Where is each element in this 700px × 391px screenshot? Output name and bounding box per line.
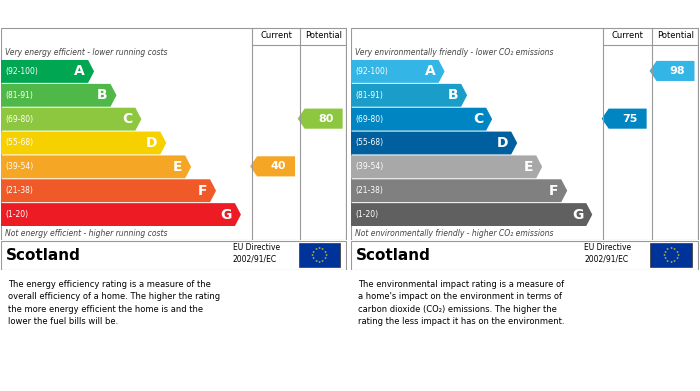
Polygon shape [298, 109, 342, 129]
Polygon shape [1, 156, 191, 178]
Polygon shape [351, 203, 592, 226]
Text: A: A [74, 65, 85, 79]
Text: (1-20): (1-20) [5, 210, 28, 219]
Polygon shape [650, 61, 694, 81]
Text: 75: 75 [622, 114, 637, 124]
Text: (69-80): (69-80) [355, 115, 383, 124]
Bar [650, 243, 692, 267]
Polygon shape [351, 60, 444, 83]
Text: G: G [572, 208, 583, 222]
Text: ★: ★ [325, 253, 328, 257]
Text: EU Directive
2002/91/EC: EU Directive 2002/91/EC [233, 243, 280, 264]
Text: ★: ★ [323, 249, 327, 254]
Text: ★: ★ [676, 249, 678, 254]
Polygon shape [1, 108, 141, 131]
Text: E: E [524, 160, 533, 174]
Text: The environmental impact rating is a measure of
a home's impact on the environme: The environmental impact rating is a mea… [358, 280, 564, 326]
Text: Very environmentally friendly - lower CO₂ emissions: Very environmentally friendly - lower CO… [355, 48, 554, 57]
Text: ★: ★ [664, 249, 667, 254]
Text: A: A [425, 65, 435, 79]
Text: Not energy efficient - higher running costs: Not energy efficient - higher running co… [5, 229, 167, 238]
Polygon shape [351, 84, 467, 107]
Text: (92-100): (92-100) [5, 67, 38, 76]
Text: D: D [497, 136, 508, 150]
Text: Environmental Impact (CO₂) Rating: Environmental Impact (CO₂) Rating [356, 7, 589, 20]
Text: ★: ★ [666, 259, 669, 263]
Text: (55-68): (55-68) [5, 138, 33, 147]
Text: G: G [220, 208, 232, 222]
Text: Energy Efficiency Rating: Energy Efficiency Rating [6, 7, 169, 20]
Text: ★: ★ [312, 249, 315, 254]
Text: ★: ★ [311, 253, 314, 257]
Polygon shape [1, 131, 167, 154]
Text: ★: ★ [673, 259, 676, 263]
Polygon shape [1, 84, 116, 107]
Text: ★: ★ [676, 256, 678, 260]
Text: 98: 98 [670, 66, 685, 76]
Text: E: E [173, 160, 182, 174]
Bar [299, 243, 340, 267]
Polygon shape [1, 179, 216, 202]
Polygon shape [351, 108, 492, 131]
Text: (39-54): (39-54) [5, 162, 34, 171]
Polygon shape [250, 156, 295, 176]
Text: Current: Current [260, 32, 292, 41]
Text: ★: ★ [663, 253, 666, 257]
Text: ★: ★ [318, 260, 321, 264]
Text: (92-100): (92-100) [355, 67, 388, 76]
Text: ★: ★ [321, 247, 324, 251]
Text: (39-54): (39-54) [355, 162, 384, 171]
Polygon shape [351, 156, 542, 178]
Text: (55-68): (55-68) [355, 138, 383, 147]
Text: EU Directive
2002/91/EC: EU Directive 2002/91/EC [584, 243, 631, 264]
Text: (81-91): (81-91) [5, 91, 33, 100]
Text: (81-91): (81-91) [355, 91, 383, 100]
Text: Scotland: Scotland [356, 248, 431, 262]
Text: ★: ★ [321, 259, 324, 263]
Text: F: F [197, 184, 207, 198]
Text: Scotland: Scotland [6, 248, 81, 262]
Text: (21-38): (21-38) [355, 186, 383, 195]
Text: (69-80): (69-80) [5, 115, 33, 124]
Text: ★: ★ [673, 247, 676, 251]
Text: B: B [447, 88, 458, 102]
Text: Potential: Potential [305, 32, 342, 41]
Polygon shape [602, 109, 647, 129]
Text: The energy efficiency rating is a measure of the
overall efficiency of a home. T: The energy efficiency rating is a measur… [8, 280, 220, 326]
Text: D: D [146, 136, 158, 150]
Text: ★: ★ [676, 253, 680, 257]
Text: (1-20): (1-20) [355, 210, 378, 219]
Polygon shape [1, 60, 94, 83]
Text: C: C [122, 112, 132, 126]
Text: B: B [97, 88, 108, 102]
Text: ★: ★ [670, 260, 673, 264]
Text: ★: ★ [664, 256, 667, 260]
Text: ★: ★ [666, 247, 669, 251]
Text: 80: 80 [318, 114, 333, 124]
Text: (21-38): (21-38) [5, 186, 33, 195]
Polygon shape [351, 131, 517, 154]
Text: ★: ★ [318, 246, 321, 250]
Polygon shape [1, 203, 241, 226]
Text: F: F [549, 184, 559, 198]
Polygon shape [351, 179, 567, 202]
Text: ★: ★ [312, 256, 315, 260]
Text: Potential: Potential [657, 32, 694, 41]
Text: Very energy efficient - lower running costs: Very energy efficient - lower running co… [5, 48, 167, 57]
Text: Current: Current [612, 32, 643, 41]
Text: ★: ★ [323, 256, 327, 260]
Text: ★: ★ [670, 246, 673, 250]
Text: ★: ★ [314, 259, 318, 263]
Text: C: C [473, 112, 483, 126]
Text: 40: 40 [270, 161, 286, 171]
Text: Not environmentally friendly - higher CO₂ emissions: Not environmentally friendly - higher CO… [355, 229, 554, 238]
Text: ★: ★ [314, 247, 318, 251]
